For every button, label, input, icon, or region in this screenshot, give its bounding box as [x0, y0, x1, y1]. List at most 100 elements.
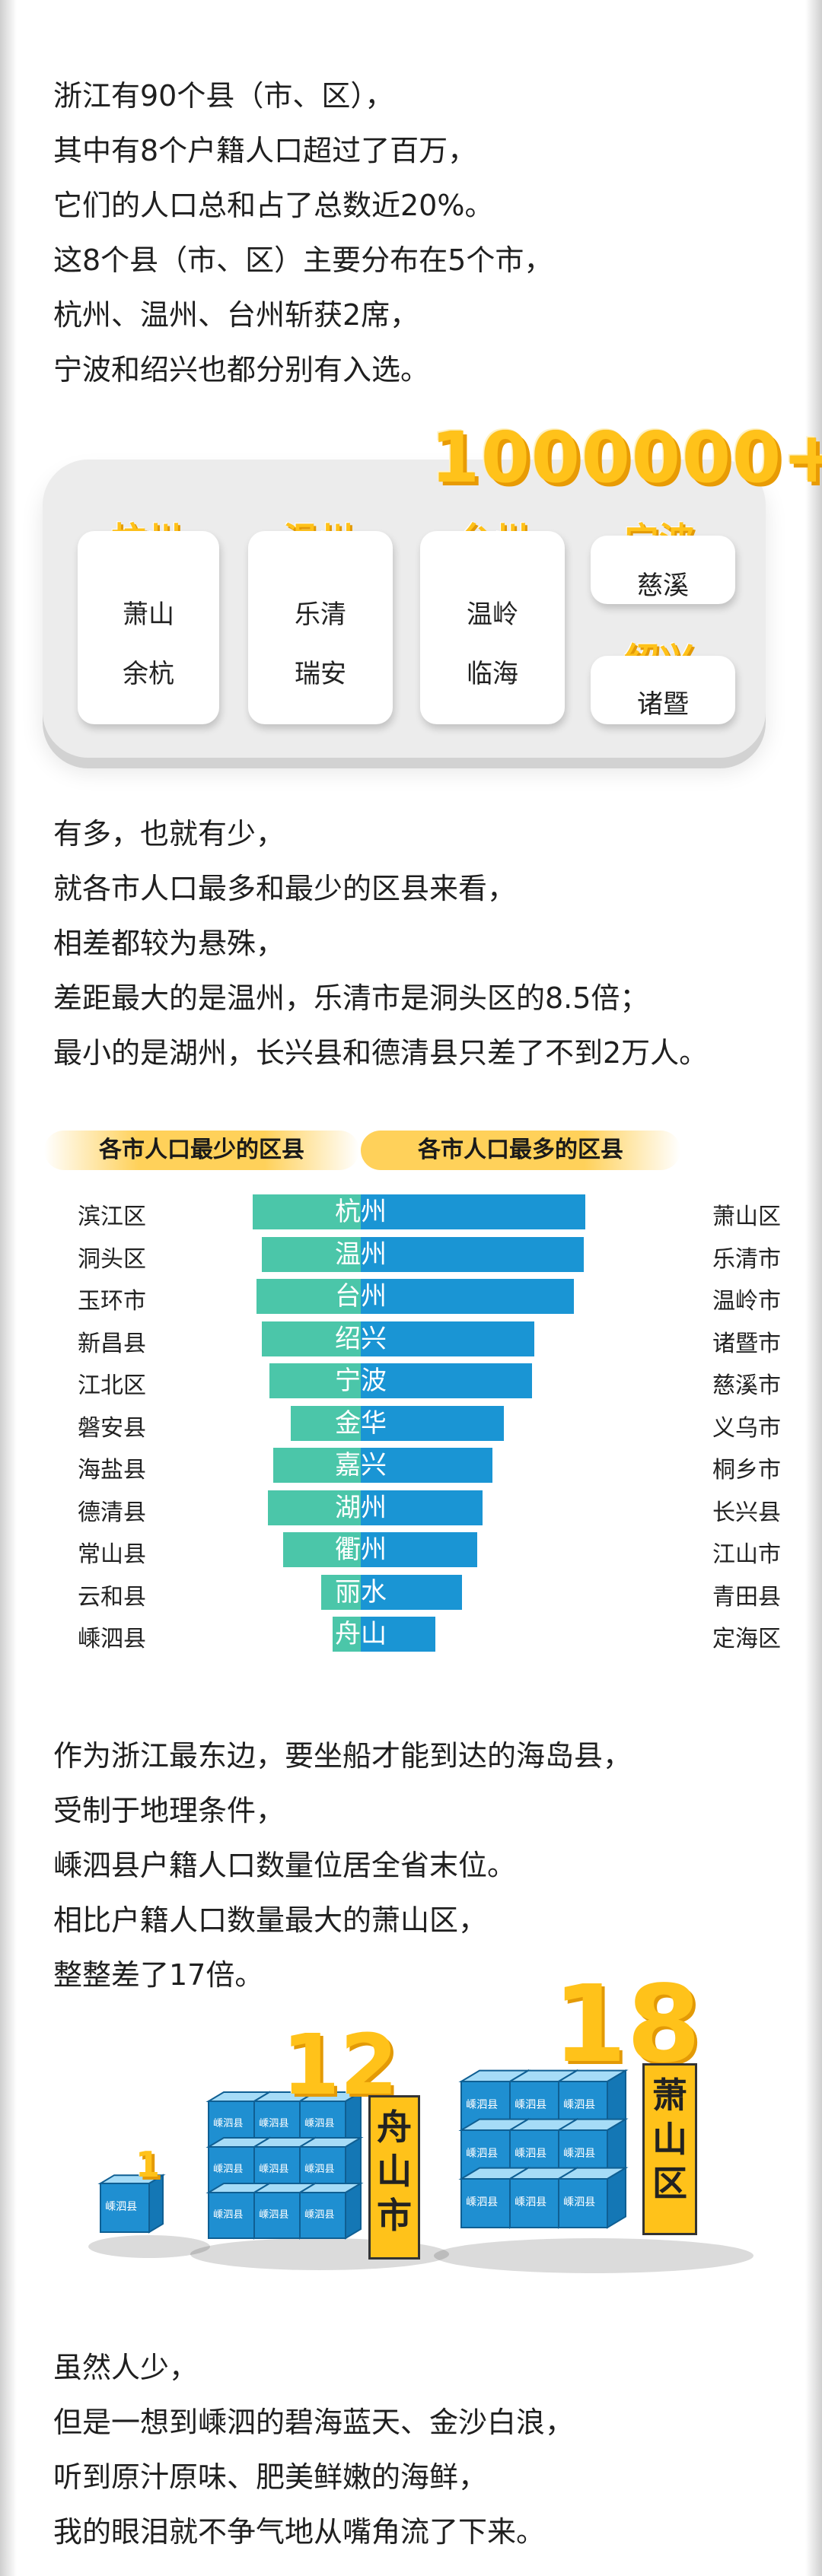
- min-county-label: 江北区: [78, 1372, 146, 1399]
- bar-max: [361, 1448, 492, 1483]
- min-county-label: 云和县: [78, 1583, 146, 1611]
- max-county-label: 江山市: [712, 1541, 781, 1568]
- county-label: 临海: [467, 659, 518, 689]
- city-card-shaoxing: [591, 656, 735, 724]
- bar-max: [361, 1574, 462, 1610]
- county-label: 萧山: [123, 599, 174, 630]
- bar-min: [273, 1448, 361, 1483]
- intro-line: 杭州、温州、台州斩获2席，: [53, 298, 419, 332]
- bar-max: [361, 1363, 532, 1398]
- outro-line: 虽然人少，: [53, 2351, 199, 2384]
- cube-label: 嵊泗县: [563, 2148, 595, 2160]
- intro-line: 浙江有90个县（市、区），: [53, 79, 394, 113]
- intro-line: 这8个县（市、区）主要分布在5个市，: [53, 243, 553, 277]
- banner-xiaoshan-text: 萧山区: [645, 2073, 695, 2206]
- bar-city-label: 衢州: [335, 1534, 387, 1565]
- bar-city-label: 宁波: [335, 1366, 387, 1396]
- bar-max: [361, 1532, 477, 1567]
- bar-max: [361, 1617, 435, 1652]
- cube-label: 嵊泗县: [213, 2209, 244, 2221]
- banner-char: 萧: [652, 2075, 687, 2116]
- banner-zhoushan: 舟山市: [368, 2095, 420, 2260]
- bar-city-label: 舟山: [335, 1619, 387, 1649]
- second-paragraph: 有多，也就有少， 就各市人口最多和最少的区县来看， 相差都较为悬殊， 差距最大的…: [53, 806, 708, 1080]
- cube-side: [607, 2166, 626, 2229]
- bar-city-label: 金华: [335, 1407, 387, 1439]
- bar-max: [361, 1490, 483, 1525]
- second-line: 有多，也就有少，: [53, 817, 285, 851]
- max-county-label: 长兴县: [712, 1499, 781, 1526]
- cube-label: 嵊泗县: [304, 2117, 335, 2129]
- million-number: 1000000+: [431, 417, 822, 498]
- cube-label: 嵊泗县: [259, 2163, 289, 2175]
- bar-city-label: 湖州: [335, 1492, 387, 1523]
- max-county-label: 诸暨市: [712, 1330, 781, 1357]
- third-line: 嵊泗县户籍人口数量位居全省末位。: [53, 1849, 517, 1882]
- bar-max: [361, 1236, 584, 1272]
- banner-char: 市: [377, 2195, 412, 2236]
- cube-label: 嵊泗县: [563, 2099, 595, 2111]
- intro-line: 其中有8个户籍人口超过了百万，: [53, 134, 477, 167]
- bar-min: [269, 1363, 361, 1398]
- cube-label: 嵊泗县: [304, 2163, 335, 2175]
- banner-char: 山: [377, 2151, 412, 2192]
- cube-number-small: 1: [135, 2144, 161, 2185]
- cube-side: [345, 2182, 362, 2240]
- bar-min: [256, 1279, 361, 1314]
- county-label: 瑞安: [295, 659, 346, 689]
- cube-label: 嵊泗县: [466, 2099, 498, 2111]
- city-card-ningbo: [591, 536, 735, 604]
- max-county-label: 温岭市: [712, 1288, 781, 1315]
- banner-char: 区: [652, 2163, 687, 2204]
- banner-zhoushan-text: 舟山市: [371, 2105, 418, 2237]
- page-edge-right: [805, 0, 822, 2576]
- bar-city-label: 温州: [335, 1239, 387, 1270]
- bar-city-label: 丽水: [335, 1576, 387, 1608]
- third-line: 相比户籍人口数量最大的萧山区，: [53, 1903, 488, 1937]
- county-label: 诸暨: [637, 689, 689, 720]
- intro-paragraph: 浙江有90个县（市、区）， 其中有8个户籍人口超过了百万， 它们的人口总和占了总…: [53, 68, 553, 397]
- bar-city-label: 嘉兴: [335, 1450, 387, 1480]
- page-edge-left: [0, 0, 17, 2576]
- legend-max-pill: 各市人口最多的区县: [361, 1131, 680, 1170]
- min-county-label: 常山县: [78, 1541, 146, 1568]
- banner-xiaoshan: 萧山区: [642, 2063, 697, 2235]
- bar-min: [282, 1532, 361, 1567]
- cube-front: [100, 2183, 150, 2233]
- second-line: 就各市人口最多和最少的区县来看，: [53, 872, 517, 905]
- max-county-label: 萧山区: [712, 1204, 781, 1230]
- second-line: 差距最大的是温州，乐清市是洞头区的8.5倍；: [53, 981, 649, 1015]
- third-line: 整整差了17倍。: [53, 1958, 264, 1992]
- bar-min: [262, 1236, 361, 1272]
- cube-label: 嵊泗县: [259, 2117, 289, 2129]
- max-county-label: 义乌市: [712, 1414, 781, 1442]
- banner-char: 山: [652, 2119, 687, 2160]
- county-label: 乐清: [295, 599, 346, 630]
- bar-city-label: 杭州: [335, 1197, 387, 1227]
- city-card-wenzhou: [248, 531, 393, 724]
- min-county-label: 德清县: [78, 1499, 146, 1526]
- max-county-label: 青田县: [712, 1583, 781, 1611]
- third-line: 作为浙江最东边，要坐船才能到达的海岛县，: [53, 1739, 632, 1773]
- min-county-label: 玉环市: [78, 1288, 146, 1315]
- cube-label: 嵊泗县: [563, 2196, 595, 2209]
- bar-max: [361, 1194, 585, 1229]
- cube-shadow: [88, 2235, 210, 2258]
- cube-label: 嵊泗县: [213, 2117, 244, 2129]
- cube-label: 嵊泗县: [515, 2099, 546, 2111]
- max-county-label: 桐乡市: [712, 1457, 781, 1484]
- cube-shadow: [434, 2238, 754, 2273]
- min-county-label: 滨江区: [78, 1204, 146, 1230]
- legend-min-pill: 各市人口最少的区县: [44, 1131, 359, 1170]
- cube-front: [558, 2178, 608, 2228]
- bar-city-label: 绍兴: [335, 1323, 387, 1354]
- cube-label: 嵊泗县: [259, 2209, 289, 2221]
- third-line: 受制于地理条件，: [53, 1794, 285, 1827]
- max-county-label: 定海区: [712, 1626, 781, 1652]
- cube-label: 嵊泗县: [304, 2209, 335, 2221]
- cube-label: 嵊泗县: [213, 2163, 244, 2175]
- outro-line: 听到原汁原味、肥美鲜嫩的海鲜，: [53, 2460, 488, 2494]
- cube-front: [299, 2192, 346, 2239]
- cube-label: 嵊泗县: [105, 2201, 137, 2213]
